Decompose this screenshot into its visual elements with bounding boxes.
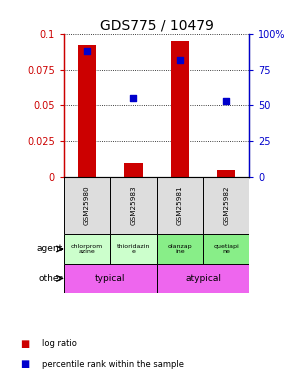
Text: quetiapi
ne: quetiapi ne	[213, 243, 239, 254]
Title: GDS775 / 10479: GDS775 / 10479	[100, 19, 213, 33]
Text: agent: agent	[37, 244, 63, 254]
Text: GSM25983: GSM25983	[130, 186, 136, 225]
Text: chlorprom
azine: chlorprom azine	[71, 243, 103, 254]
Bar	[157, 264, 249, 292]
Text: GSM25981: GSM25981	[177, 186, 183, 225]
Bar	[64, 264, 157, 292]
Point	[85, 48, 89, 54]
Text: percentile rank within the sample: percentile rank within the sample	[42, 360, 184, 369]
Point	[177, 57, 182, 63]
Bar	[64, 234, 110, 264]
Text: GSM25982: GSM25982	[223, 186, 229, 225]
Text: olanzap
ine: olanzap ine	[168, 243, 192, 254]
Bar	[171, 41, 189, 177]
Text: ■: ■	[20, 339, 30, 349]
Point	[131, 95, 136, 101]
Text: log ratio: log ratio	[42, 339, 77, 348]
Text: typical: typical	[95, 274, 126, 283]
Text: ■: ■	[20, 360, 30, 369]
Text: atypical: atypical	[185, 274, 221, 283]
Point	[224, 98, 229, 104]
Bar	[124, 163, 143, 177]
Bar	[110, 234, 157, 264]
Bar	[157, 177, 203, 234]
Bar	[64, 177, 110, 234]
Bar	[110, 177, 157, 234]
Bar	[203, 177, 249, 234]
Bar	[78, 45, 96, 177]
Text: other: other	[39, 274, 63, 283]
Bar	[203, 234, 249, 264]
Text: GSM25980: GSM25980	[84, 186, 90, 225]
Text: thioridazin
e: thioridazin e	[117, 243, 150, 254]
Bar	[157, 234, 203, 264]
Bar	[217, 170, 235, 177]
